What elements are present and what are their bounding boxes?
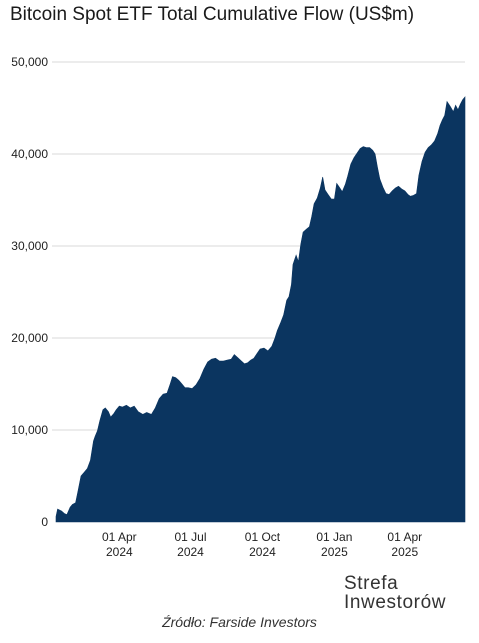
- x-tick-year-label: 2024: [249, 545, 276, 559]
- x-tick-year-label: 2024: [106, 545, 133, 559]
- chart-title: Bitcoin Spot ETF Total Cumulative Flow (…: [10, 4, 415, 25]
- y-tick-label: 20,000: [11, 331, 48, 345]
- x-tick-label: 01 Apr: [102, 530, 137, 544]
- x-tick-year-label: 2025: [321, 545, 348, 559]
- x-tick-label: 01 Jul: [174, 530, 206, 544]
- series-layer: [55, 96, 466, 523]
- y-tick-label: 50,000: [11, 55, 48, 69]
- x-tick-year-label: 2024: [177, 545, 204, 559]
- source-note: Źródło: Farside Investors: [162, 614, 317, 630]
- x-tick-label: 01 Jan: [316, 530, 352, 544]
- x-tick-year-label: 2025: [391, 545, 418, 559]
- cumulative-flow-area: [55, 96, 466, 523]
- x-tick-label: 01 Oct: [245, 530, 281, 544]
- x-tick-label: 01 Apr: [387, 530, 422, 544]
- y-tick-label: 40,000: [11, 147, 48, 161]
- brand-logo: Strefa Inwestorów: [344, 574, 446, 612]
- y-tick-label: 0: [41, 515, 48, 529]
- y-axis-ticks: 0 10,000 20,000 30,000 40,000 50,000: [11, 55, 48, 529]
- brand-line-1: Strefa: [344, 573, 399, 594]
- y-tick-label: 10,000: [11, 423, 48, 437]
- y-tick-label: 30,000: [11, 239, 48, 253]
- brand-line-2: Inwestorów: [344, 592, 447, 613]
